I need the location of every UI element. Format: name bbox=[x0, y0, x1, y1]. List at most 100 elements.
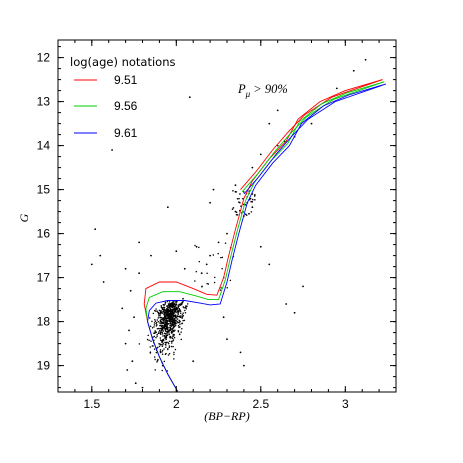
cluster-star bbox=[154, 369, 156, 371]
cluster-star bbox=[179, 323, 181, 325]
legend: log(age) notations 9.51 9.56 9.61 bbox=[70, 55, 175, 140]
star-point bbox=[90, 263, 93, 266]
cluster-star bbox=[183, 307, 185, 309]
cluster-star bbox=[151, 345, 154, 347]
cluster-star bbox=[177, 315, 180, 318]
field-star bbox=[198, 246, 200, 249]
cluster-star bbox=[170, 313, 173, 315]
cluster-star bbox=[169, 305, 172, 308]
star-point bbox=[239, 351, 242, 354]
cluster-star bbox=[160, 333, 162, 335]
cluster-star bbox=[170, 311, 172, 313]
field-star bbox=[229, 279, 232, 282]
cluster-star bbox=[173, 351, 175, 354]
cluster-star bbox=[163, 348, 165, 350]
cluster-star bbox=[167, 354, 170, 356]
cluster-star bbox=[162, 303, 165, 306]
cluster-star bbox=[164, 325, 167, 328]
cluster-star bbox=[150, 340, 152, 342]
cluster-star bbox=[177, 325, 180, 327]
clump-star bbox=[249, 197, 252, 200]
cluster-star bbox=[174, 303, 177, 306]
cluster-star bbox=[173, 312, 175, 314]
cluster-star bbox=[174, 324, 177, 327]
cluster-star bbox=[177, 321, 179, 324]
cluster-star bbox=[184, 309, 186, 312]
legend-title: log(age) notations bbox=[70, 55, 175, 69]
x-tick-label: 1.5 bbox=[83, 397, 100, 411]
cluster-star bbox=[181, 313, 184, 316]
field-star bbox=[217, 252, 219, 255]
cluster-star bbox=[162, 330, 165, 332]
clump-star bbox=[245, 214, 248, 216]
membership-annotation: Pμ > 90% bbox=[237, 82, 288, 99]
star-point bbox=[205, 263, 208, 266]
cluster-star bbox=[165, 335, 168, 338]
cluster-star bbox=[168, 333, 171, 336]
field-star bbox=[194, 280, 196, 282]
cluster-star bbox=[159, 349, 162, 351]
y-tick-label: 13 bbox=[37, 95, 51, 109]
isochrones-layer bbox=[143, 79, 387, 392]
field-star bbox=[201, 285, 203, 288]
isochrone-9.51-b bbox=[240, 79, 383, 190]
cluster-star bbox=[155, 351, 158, 354]
cluster-star bbox=[177, 330, 180, 332]
cluster-star bbox=[138, 343, 141, 345]
cluster-star bbox=[176, 318, 179, 320]
clump-star bbox=[238, 197, 240, 200]
cluster-star bbox=[173, 310, 176, 313]
cluster-star bbox=[158, 329, 161, 332]
cluster-star bbox=[154, 358, 156, 361]
cluster-star bbox=[154, 331, 156, 333]
star-point bbox=[175, 250, 178, 253]
cluster-star bbox=[173, 336, 176, 339]
field-star bbox=[213, 276, 216, 279]
star-point bbox=[102, 281, 105, 283]
cluster-star bbox=[164, 327, 166, 330]
cluster-star bbox=[153, 309, 156, 312]
star-point bbox=[222, 316, 225, 319]
cluster-star bbox=[168, 301, 171, 303]
cluster-star bbox=[149, 325, 152, 327]
clump-star bbox=[239, 193, 241, 195]
cluster-star bbox=[172, 310, 174, 313]
cluster-star bbox=[173, 302, 175, 304]
cluster-star bbox=[179, 304, 182, 306]
cluster-star bbox=[180, 303, 183, 306]
cluster-star bbox=[153, 326, 155, 328]
cluster-star bbox=[165, 338, 167, 341]
cluster-star bbox=[168, 323, 170, 325]
cluster-star bbox=[181, 322, 183, 325]
cluster-star bbox=[159, 331, 162, 333]
cluster-star bbox=[157, 320, 160, 323]
star-point bbox=[166, 206, 169, 209]
cluster-star bbox=[174, 348, 177, 351]
cluster-star bbox=[170, 303, 173, 306]
cluster-star bbox=[171, 328, 173, 330]
y-axis-title: G bbox=[17, 213, 31, 222]
cluster-star bbox=[178, 333, 181, 335]
annotation-sub: μ bbox=[245, 89, 251, 99]
star-point bbox=[335, 87, 338, 90]
clump-star bbox=[244, 203, 247, 206]
cluster-star bbox=[165, 330, 167, 332]
cluster-star bbox=[161, 369, 163, 372]
star-point bbox=[195, 245, 198, 248]
cluster-star bbox=[167, 308, 170, 311]
cluster-star bbox=[173, 304, 175, 307]
cluster-star bbox=[162, 342, 164, 345]
cluster-star bbox=[170, 342, 173, 344]
cluster-star bbox=[155, 308, 157, 310]
cluster-star bbox=[169, 318, 172, 320]
cluster-star bbox=[173, 334, 175, 336]
cluster-star bbox=[166, 332, 168, 335]
cluster-star bbox=[162, 319, 165, 322]
clump-star bbox=[243, 191, 245, 193]
cluster-star bbox=[180, 331, 182, 333]
star-point bbox=[133, 316, 135, 319]
cluster-star bbox=[169, 324, 171, 327]
cluster-star bbox=[182, 312, 184, 314]
clump-star bbox=[250, 211, 253, 213]
